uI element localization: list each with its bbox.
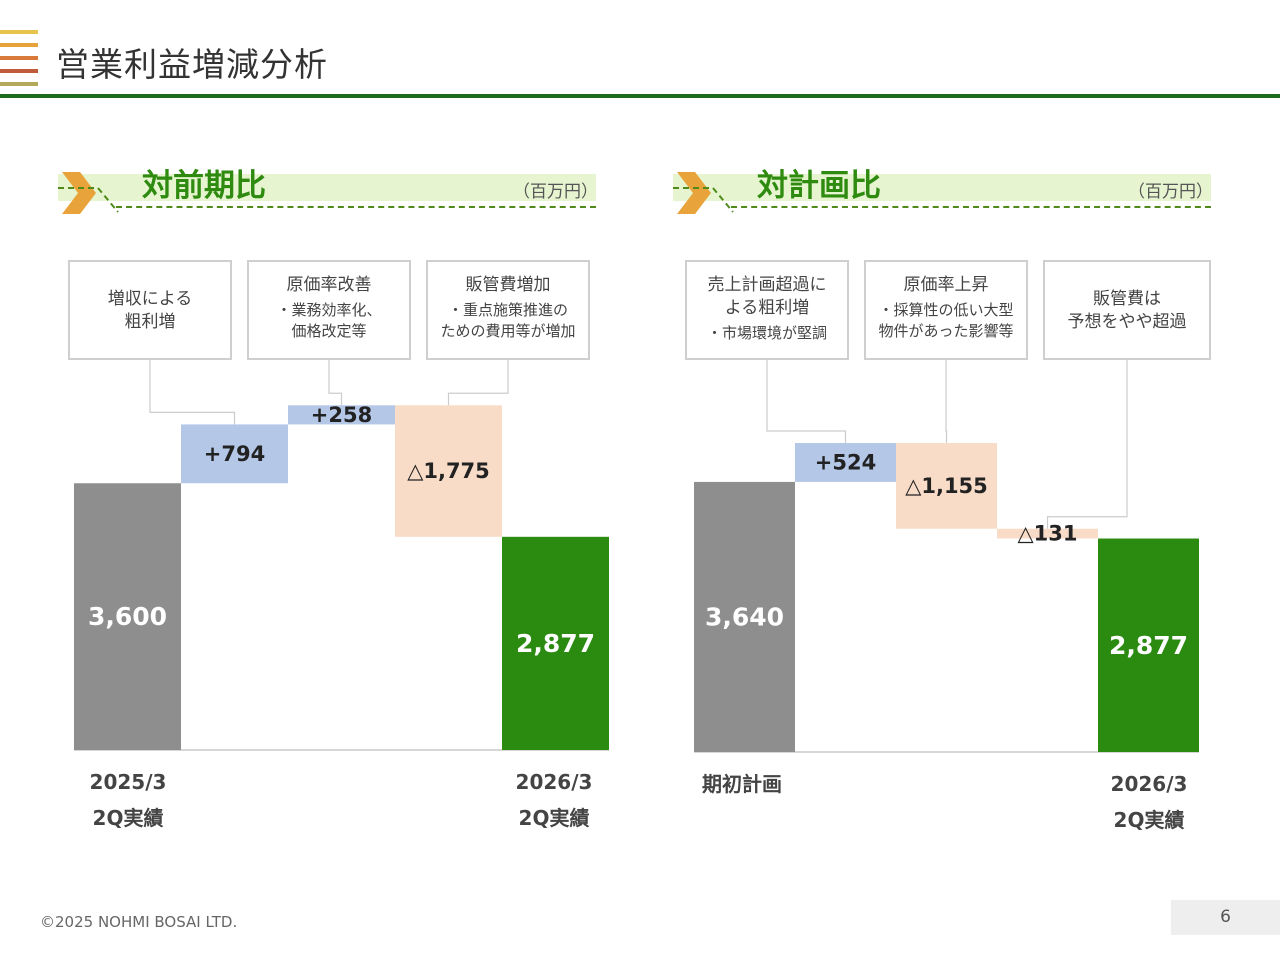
page-title: 営業利益増減分析 — [56, 45, 328, 84]
callout-main: 販管費増加 — [465, 275, 551, 295]
callout-box: 原価率上昇 ・採算性の低い大型 物件があった影響等 — [864, 260, 1028, 360]
callout-sub: ・採算性の低い大型 物件があった影響等 — [878, 301, 1014, 340]
callout-connector — [447, 360, 509, 406]
callout-box: 増収による 粗利増 — [68, 260, 232, 360]
callout-connector — [766, 360, 847, 444]
panel-header: 対前期比 （百万円） — [58, 160, 618, 215]
bar — [795, 443, 896, 482]
logo-stripe — [0, 69, 38, 73]
header-dashed-line — [731, 206, 1211, 208]
bar — [694, 481, 795, 752]
header-dashed-line — [116, 206, 596, 208]
logo-stripe — [0, 56, 38, 60]
data-label: 3,600 — [88, 602, 167, 631]
chevron-icon — [673, 172, 734, 214]
axis-label-end: 2026/3 2Q実績 — [1110, 772, 1188, 832]
callout-main: 販管費は 予想をやや超過 — [1067, 289, 1187, 332]
data-label: △131 — [1018, 522, 1078, 546]
data-label: +794 — [204, 442, 265, 466]
callout-sub: ・業務効率化、 価格改定等 — [276, 301, 382, 340]
header-band — [673, 174, 1211, 201]
bar — [896, 443, 997, 529]
page-number: 6 — [1171, 900, 1280, 935]
logo-stripe — [0, 30, 38, 34]
bar — [74, 483, 181, 750]
callout-main: 原価率上昇 — [903, 275, 989, 295]
logo-stripe — [0, 82, 38, 86]
callout-main: 増収による 粗利増 — [107, 289, 193, 332]
data-label: 2,877 — [1109, 631, 1188, 660]
waterfall-chart: 3,640 +524 △1,155 △131 2,877 — [694, 360, 1199, 753]
data-label: △1,155 — [905, 474, 988, 498]
callout-main: 原価率改善 — [286, 275, 372, 295]
callout-sub: ・重点施策推進の ための費用等が増加 — [440, 301, 576, 340]
data-label: △1,775 — [407, 459, 490, 483]
data-label: +524 — [815, 450, 876, 474]
callout-connector — [149, 360, 236, 425]
callout-box: 販管費増加 ・重点施策推進の ための費用等が増加 — [426, 260, 590, 360]
bar — [288, 405, 395, 425]
callout-box: 販管費は 予想をやや超過 — [1043, 260, 1211, 360]
axis-label-start: 期初計画 — [702, 772, 782, 796]
data-label: 2,877 — [516, 629, 595, 658]
unit-label: （百万円） — [513, 182, 598, 202]
bar — [502, 536, 609, 750]
callout-sub: ・市場環境が堅調 — [706, 324, 827, 342]
data-label: +258 — [311, 403, 372, 427]
panel-header: 対計画比 （百万円） — [673, 160, 1233, 215]
logo-stripes — [0, 30, 38, 95]
chevron-icon — [58, 172, 119, 214]
waterfall-chart: 3,600 +794 +258 △1,775 2,877 — [74, 360, 609, 751]
panel-vs-plan: 対計画比 （百万円） 売上計画超過に よる粗利増 ・市場環境が堅調 原価率上昇 … — [673, 160, 1233, 860]
bar — [395, 405, 502, 537]
copyright: ©2025 NOHMI BOSAI LTD. — [40, 913, 238, 931]
callout-connector — [945, 360, 948, 444]
bar — [997, 528, 1098, 539]
panel-title: 対計画比 — [757, 168, 881, 204]
axis-label-end: 2026/3 2Q実績 — [515, 770, 593, 830]
callout-main: 売上計画超過に よる粗利増 — [707, 275, 827, 318]
panel-vs-previous-year: 対前期比 （百万円） 増収による 粗利増 原価率改善 ・業務効率化、 価格改定等… — [58, 160, 618, 860]
axis-label-start: 2025/3 2Q実績 — [89, 770, 167, 830]
callout-box: 売上計画超過に よる粗利増 ・市場環境が堅調 — [685, 260, 849, 360]
bar — [1098, 538, 1199, 752]
panel-title: 対前期比 — [142, 168, 266, 204]
data-label: 3,640 — [705, 602, 784, 631]
callout-connector — [328, 360, 343, 406]
logo-stripe — [0, 43, 38, 47]
bar — [181, 424, 288, 484]
callout-box: 原価率改善 ・業務効率化、 価格改定等 — [247, 260, 411, 360]
unit-label: （百万円） — [1128, 182, 1213, 202]
callout-connector — [1046, 360, 1128, 529]
title-rule — [0, 94, 1280, 98]
header-band — [58, 174, 596, 201]
